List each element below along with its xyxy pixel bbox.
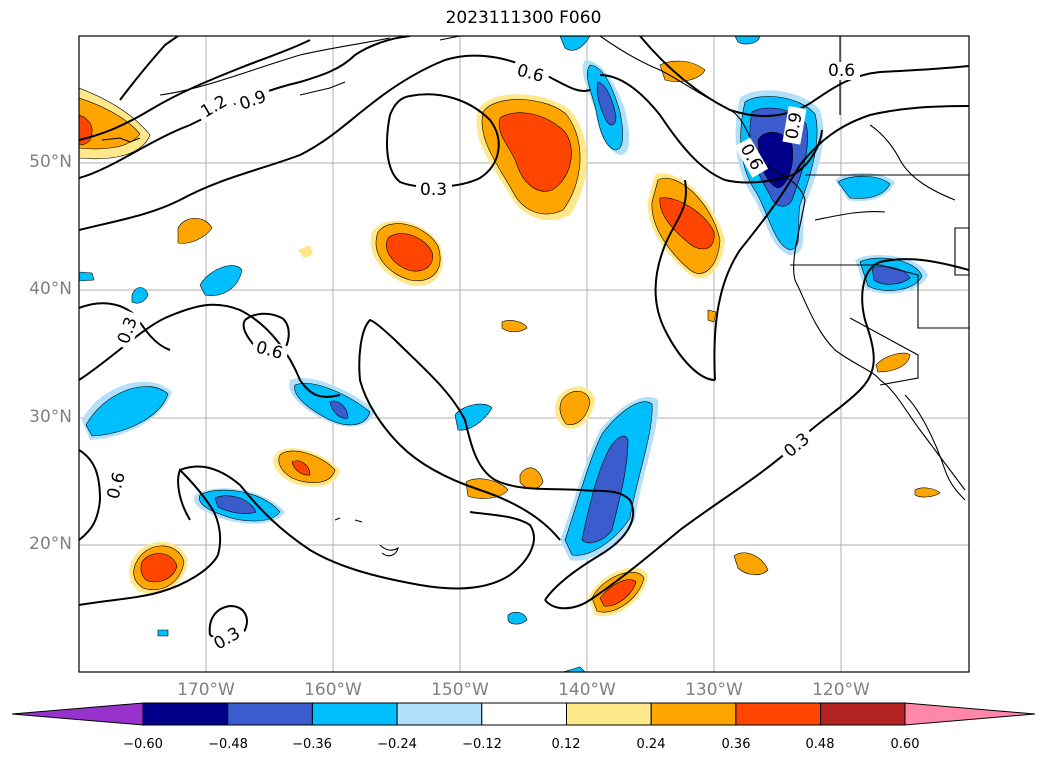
lon-label: 150°W: [431, 680, 489, 700]
lon-label: 130°W: [685, 680, 743, 700]
negative-anomaly: [837, 175, 891, 199]
colorbar-extend-high: [904, 702, 1036, 726]
colorbar-bin: [820, 702, 906, 726]
contour-label: 0.6: [104, 470, 130, 501]
negative-anomaly: [454, 403, 493, 431]
colorbar-bin: [481, 702, 567, 726]
contour-label: 0.6: [828, 61, 855, 81]
negative-anomaly: [157, 629, 169, 637]
negative-anomaly: [85, 386, 169, 437]
negative-anomaly: [507, 611, 528, 625]
negative-anomaly: [214, 495, 257, 514]
colorbar-tick-label: 0.24: [636, 737, 666, 752]
negative-anomaly: [562, 666, 586, 672]
negative-anomaly: [757, 132, 793, 189]
lat-label: 50°N: [29, 152, 72, 172]
colorbar-tick-label: 0.12: [551, 737, 581, 752]
negative-anomaly: [734, 36, 761, 45]
colorbar-bin: [735, 702, 822, 726]
positive-anomaly: [291, 460, 311, 476]
colorbar-bin: [650, 702, 737, 726]
colorbar-tick-label: −0.24: [377, 737, 417, 752]
positive-anomaly: [707, 309, 717, 323]
colorbar-tick-label: −0.36: [292, 737, 332, 752]
lat-label: 40°N: [29, 279, 72, 299]
negative-anomaly: [581, 435, 629, 544]
colorbar-bin: [227, 702, 313, 726]
colorbar-tick-label: 0.60: [890, 737, 920, 752]
colorbar-tick-label: 0.48: [805, 737, 835, 752]
colorbar-extend-low: [11, 702, 144, 726]
positive-anomaly: [733, 552, 769, 576]
shaded-field: [79, 36, 941, 672]
colorbar-bin: [311, 702, 398, 726]
positive-anomaly: [465, 478, 509, 499]
contour-label: 0.9: [782, 111, 806, 141]
colorbar-bin: [142, 702, 229, 726]
positive-anomaly: [559, 390, 591, 425]
lat-label: 30°N: [29, 407, 72, 427]
negative-anomaly: [559, 36, 591, 51]
positive-anomaly: [914, 487, 941, 498]
contour-label: 0.6: [254, 338, 285, 364]
lon-label: 170°W: [177, 680, 235, 700]
positive-anomaly: [519, 467, 544, 490]
positive-anomaly: [298, 245, 313, 258]
colorbar-tick-label: −0.12: [462, 737, 502, 752]
plot-area: 1.2 0.9 0.6 0.6 0.3 0.6 0.3 0.9 0.6 0.3 …: [79, 36, 969, 672]
positive-anomaly: [177, 217, 213, 244]
colorbar: [11, 702, 1036, 726]
positive-anomaly: [599, 579, 637, 607]
negative-anomaly: [131, 287, 149, 304]
colorbar-bin: [396, 702, 483, 726]
lon-label: 140°W: [558, 680, 616, 700]
positive-anomaly: [140, 553, 178, 583]
colorbar-tick-label: −0.48: [208, 737, 248, 752]
contour-label: 0.6: [515, 61, 546, 87]
positive-anomaly: [386, 233, 433, 272]
colorbar-tick-label: 0.36: [721, 737, 751, 752]
colorbar-bin: [566, 702, 652, 726]
positive-anomaly: [659, 197, 715, 250]
lon-label: 120°W: [812, 680, 870, 700]
lat-label: 20°N: [29, 534, 72, 554]
negative-anomaly: [329, 400, 349, 419]
positive-anomaly: [498, 112, 572, 192]
negative-anomaly: [79, 271, 95, 282]
positive-anomaly: [501, 320, 528, 333]
lon-label: 160°W: [304, 680, 362, 700]
map-frame: [78, 35, 970, 673]
contour-lines: [79, 36, 969, 642]
positive-anomaly: [875, 352, 911, 373]
negative-anomaly: [596, 81, 617, 126]
colorbar-tick-label: −0.60: [123, 737, 163, 752]
negative-anomaly: [199, 265, 243, 296]
contour-label: 0.3: [420, 180, 447, 200]
map-title: 2023111300 F060: [445, 8, 602, 28]
